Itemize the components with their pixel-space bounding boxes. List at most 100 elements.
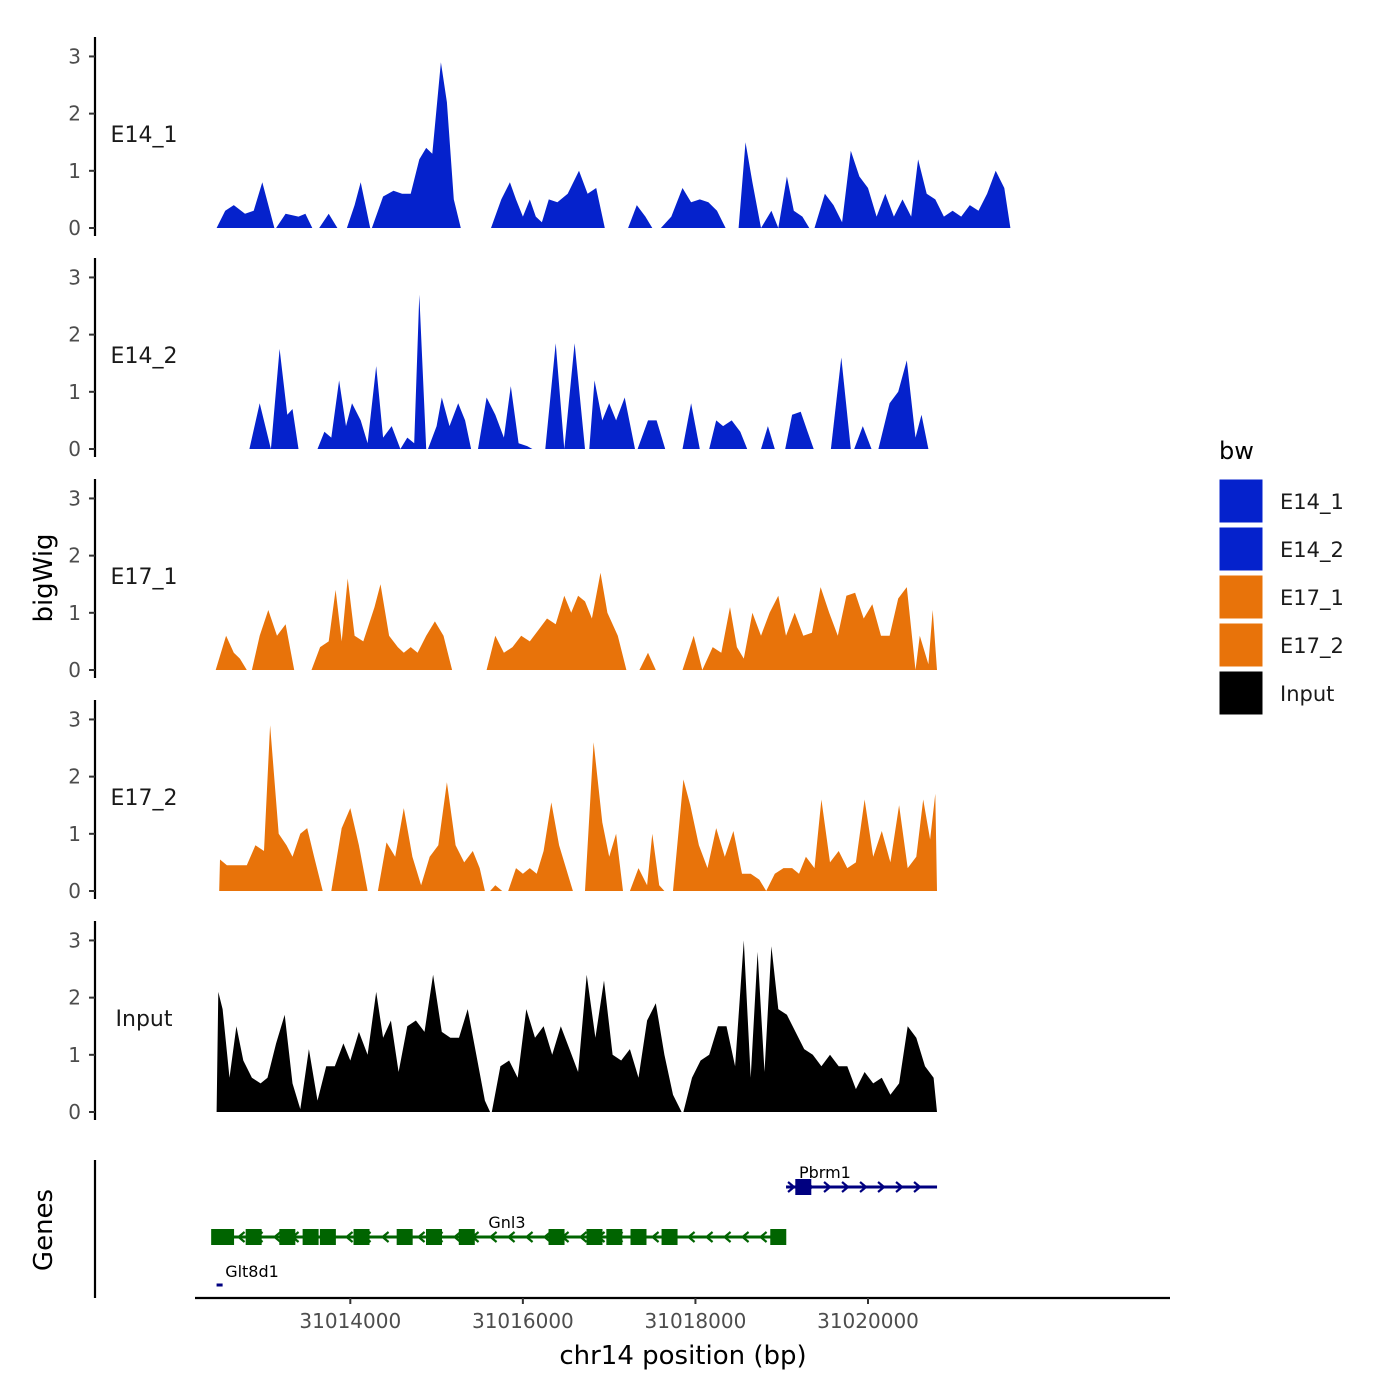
strand-chevron bbox=[416, 1231, 426, 1243]
area-e14-2 bbox=[317, 294, 427, 449]
x-axis-title: chr14 position (bp) bbox=[559, 1341, 806, 1371]
area-e17-1 bbox=[639, 652, 656, 670]
y-tick-label: 0 bbox=[68, 216, 81, 240]
area-e17-1 bbox=[915, 610, 937, 670]
x-axis: 31014000 31016000 31018000 31020000 bbox=[195, 1296, 1170, 1333]
y-tick-label: 3 bbox=[68, 928, 81, 952]
area-e17-2 bbox=[490, 885, 503, 891]
legend: E14_1 E14_2 E17_1 E17_2 Input bbox=[1218, 478, 1344, 716]
track-label: E14_1 bbox=[111, 123, 178, 148]
exon bbox=[795, 1179, 812, 1195]
track-e14-1: 0 1 2 3 E14_1 bbox=[68, 37, 1011, 240]
exon bbox=[353, 1229, 370, 1245]
y-tick-label: 2 bbox=[68, 102, 81, 126]
legend-label-e17-2: E17_2 bbox=[1280, 634, 1344, 659]
area-e14-1 bbox=[216, 182, 275, 228]
track-label: Input bbox=[116, 1007, 173, 1032]
area-e14-2 bbox=[428, 397, 472, 449]
y-tick-label: 0 bbox=[68, 879, 81, 903]
gene-label: Gnl3 bbox=[488, 1213, 525, 1232]
strand-chevron bbox=[650, 1231, 660, 1243]
exon bbox=[548, 1229, 565, 1245]
y-tick-label: 0 bbox=[68, 1100, 81, 1124]
legend-swatch-e17-1 bbox=[1218, 574, 1264, 620]
gene-label: Pbrm1 bbox=[799, 1163, 851, 1182]
strand-chevron bbox=[722, 1231, 732, 1243]
y-tick-label: 0 bbox=[68, 658, 81, 682]
y-tick-label: 2 bbox=[68, 765, 81, 789]
exon bbox=[606, 1229, 623, 1245]
y-axis-title: bigWig bbox=[29, 533, 59, 622]
track-input: 0 1 2 3 Input bbox=[68, 921, 937, 1124]
area-e14-1 bbox=[319, 213, 338, 228]
strand-chevron bbox=[823, 1181, 832, 1193]
area-e14-1 bbox=[814, 150, 1011, 228]
strand-chevron bbox=[488, 1231, 498, 1243]
exon bbox=[279, 1229, 296, 1245]
area-e14-1 bbox=[276, 213, 313, 228]
genes-axis-title: Genes bbox=[29, 1189, 59, 1271]
y-tick-label: 1 bbox=[68, 601, 81, 625]
area-input bbox=[683, 940, 937, 1112]
area-e17-2 bbox=[629, 833, 665, 891]
strand-chevron bbox=[506, 1231, 516, 1243]
area-e14-1 bbox=[346, 182, 371, 228]
legend-title: bw bbox=[1219, 437, 1254, 465]
area-e14-2 bbox=[785, 411, 814, 449]
legend-swatch-input bbox=[1218, 670, 1264, 716]
area-e14-1 bbox=[491, 170, 605, 228]
track-e14-2: 0 1 2 3 E14_2 bbox=[68, 258, 929, 461]
y-tick-label: 3 bbox=[68, 265, 81, 289]
area-e17-1 bbox=[682, 587, 916, 670]
strand-chevron bbox=[272, 1231, 282, 1243]
y-tick-label: 2 bbox=[68, 323, 81, 347]
exon bbox=[458, 1229, 475, 1245]
area-e17-1 bbox=[311, 578, 453, 670]
x-tick-label: 31018000 bbox=[645, 1309, 747, 1333]
strand-chevron bbox=[236, 1231, 246, 1243]
area-e14-1 bbox=[371, 62, 461, 229]
area-e17-2 bbox=[673, 779, 937, 891]
area-input bbox=[491, 974, 682, 1112]
area-e17-2 bbox=[585, 742, 623, 891]
strand-chevron bbox=[740, 1231, 750, 1243]
y-tick-label: 0 bbox=[68, 437, 81, 461]
y-tick-label: 1 bbox=[68, 380, 81, 404]
legend-swatch-e17-2 bbox=[1218, 622, 1264, 668]
x-tick-label: 31016000 bbox=[472, 1309, 574, 1333]
area-input bbox=[216, 974, 491, 1112]
gene-glt8d1: Glt8d1 bbox=[216, 1262, 279, 1287]
y-tick-label: 2 bbox=[68, 986, 81, 1010]
legend-label-input: Input bbox=[1280, 682, 1334, 706]
y-tick-label: 1 bbox=[68, 822, 81, 846]
track-panels: 0 1 2 3 E14_1 0 1 2 3 E14_2 0 1 2 3 E17_1 0 1 2 3 E17_2 0 1 2 3… bbox=[68, 37, 1011, 1124]
track-label: E17_2 bbox=[111, 786, 178, 811]
area-e14-2 bbox=[761, 426, 775, 449]
y-tick-label: 3 bbox=[68, 486, 81, 510]
strand-chevron bbox=[841, 1181, 850, 1193]
x-tick-label: 31014000 bbox=[299, 1309, 401, 1333]
strand-chevron bbox=[895, 1181, 904, 1193]
y-tick-label: 2 bbox=[68, 544, 81, 568]
strand-chevron bbox=[344, 1231, 354, 1243]
exon bbox=[586, 1229, 603, 1245]
legend-label-e14-1: E14_1 bbox=[1280, 490, 1344, 515]
area-e14-1 bbox=[738, 142, 810, 228]
strand-chevron bbox=[524, 1231, 534, 1243]
y-tick-label: 1 bbox=[68, 1043, 81, 1067]
gene-label: Glt8d1 bbox=[225, 1262, 279, 1281]
gene-track: Pbrm1 Gnl3 Glt8d1 bbox=[93, 1160, 938, 1298]
area-e17-2 bbox=[331, 808, 368, 891]
x-tick-label: 31020000 bbox=[817, 1309, 919, 1333]
exon bbox=[661, 1229, 678, 1245]
exon bbox=[396, 1229, 413, 1245]
strand-chevron bbox=[704, 1231, 714, 1243]
exon bbox=[426, 1229, 443, 1245]
legend-swatch-e14-2 bbox=[1218, 526, 1264, 572]
area-e14-2 bbox=[830, 357, 851, 449]
strand-chevron bbox=[452, 1231, 462, 1243]
area-e17-2 bbox=[377, 782, 485, 891]
area-e14-2 bbox=[545, 343, 585, 449]
exon bbox=[770, 1229, 787, 1245]
